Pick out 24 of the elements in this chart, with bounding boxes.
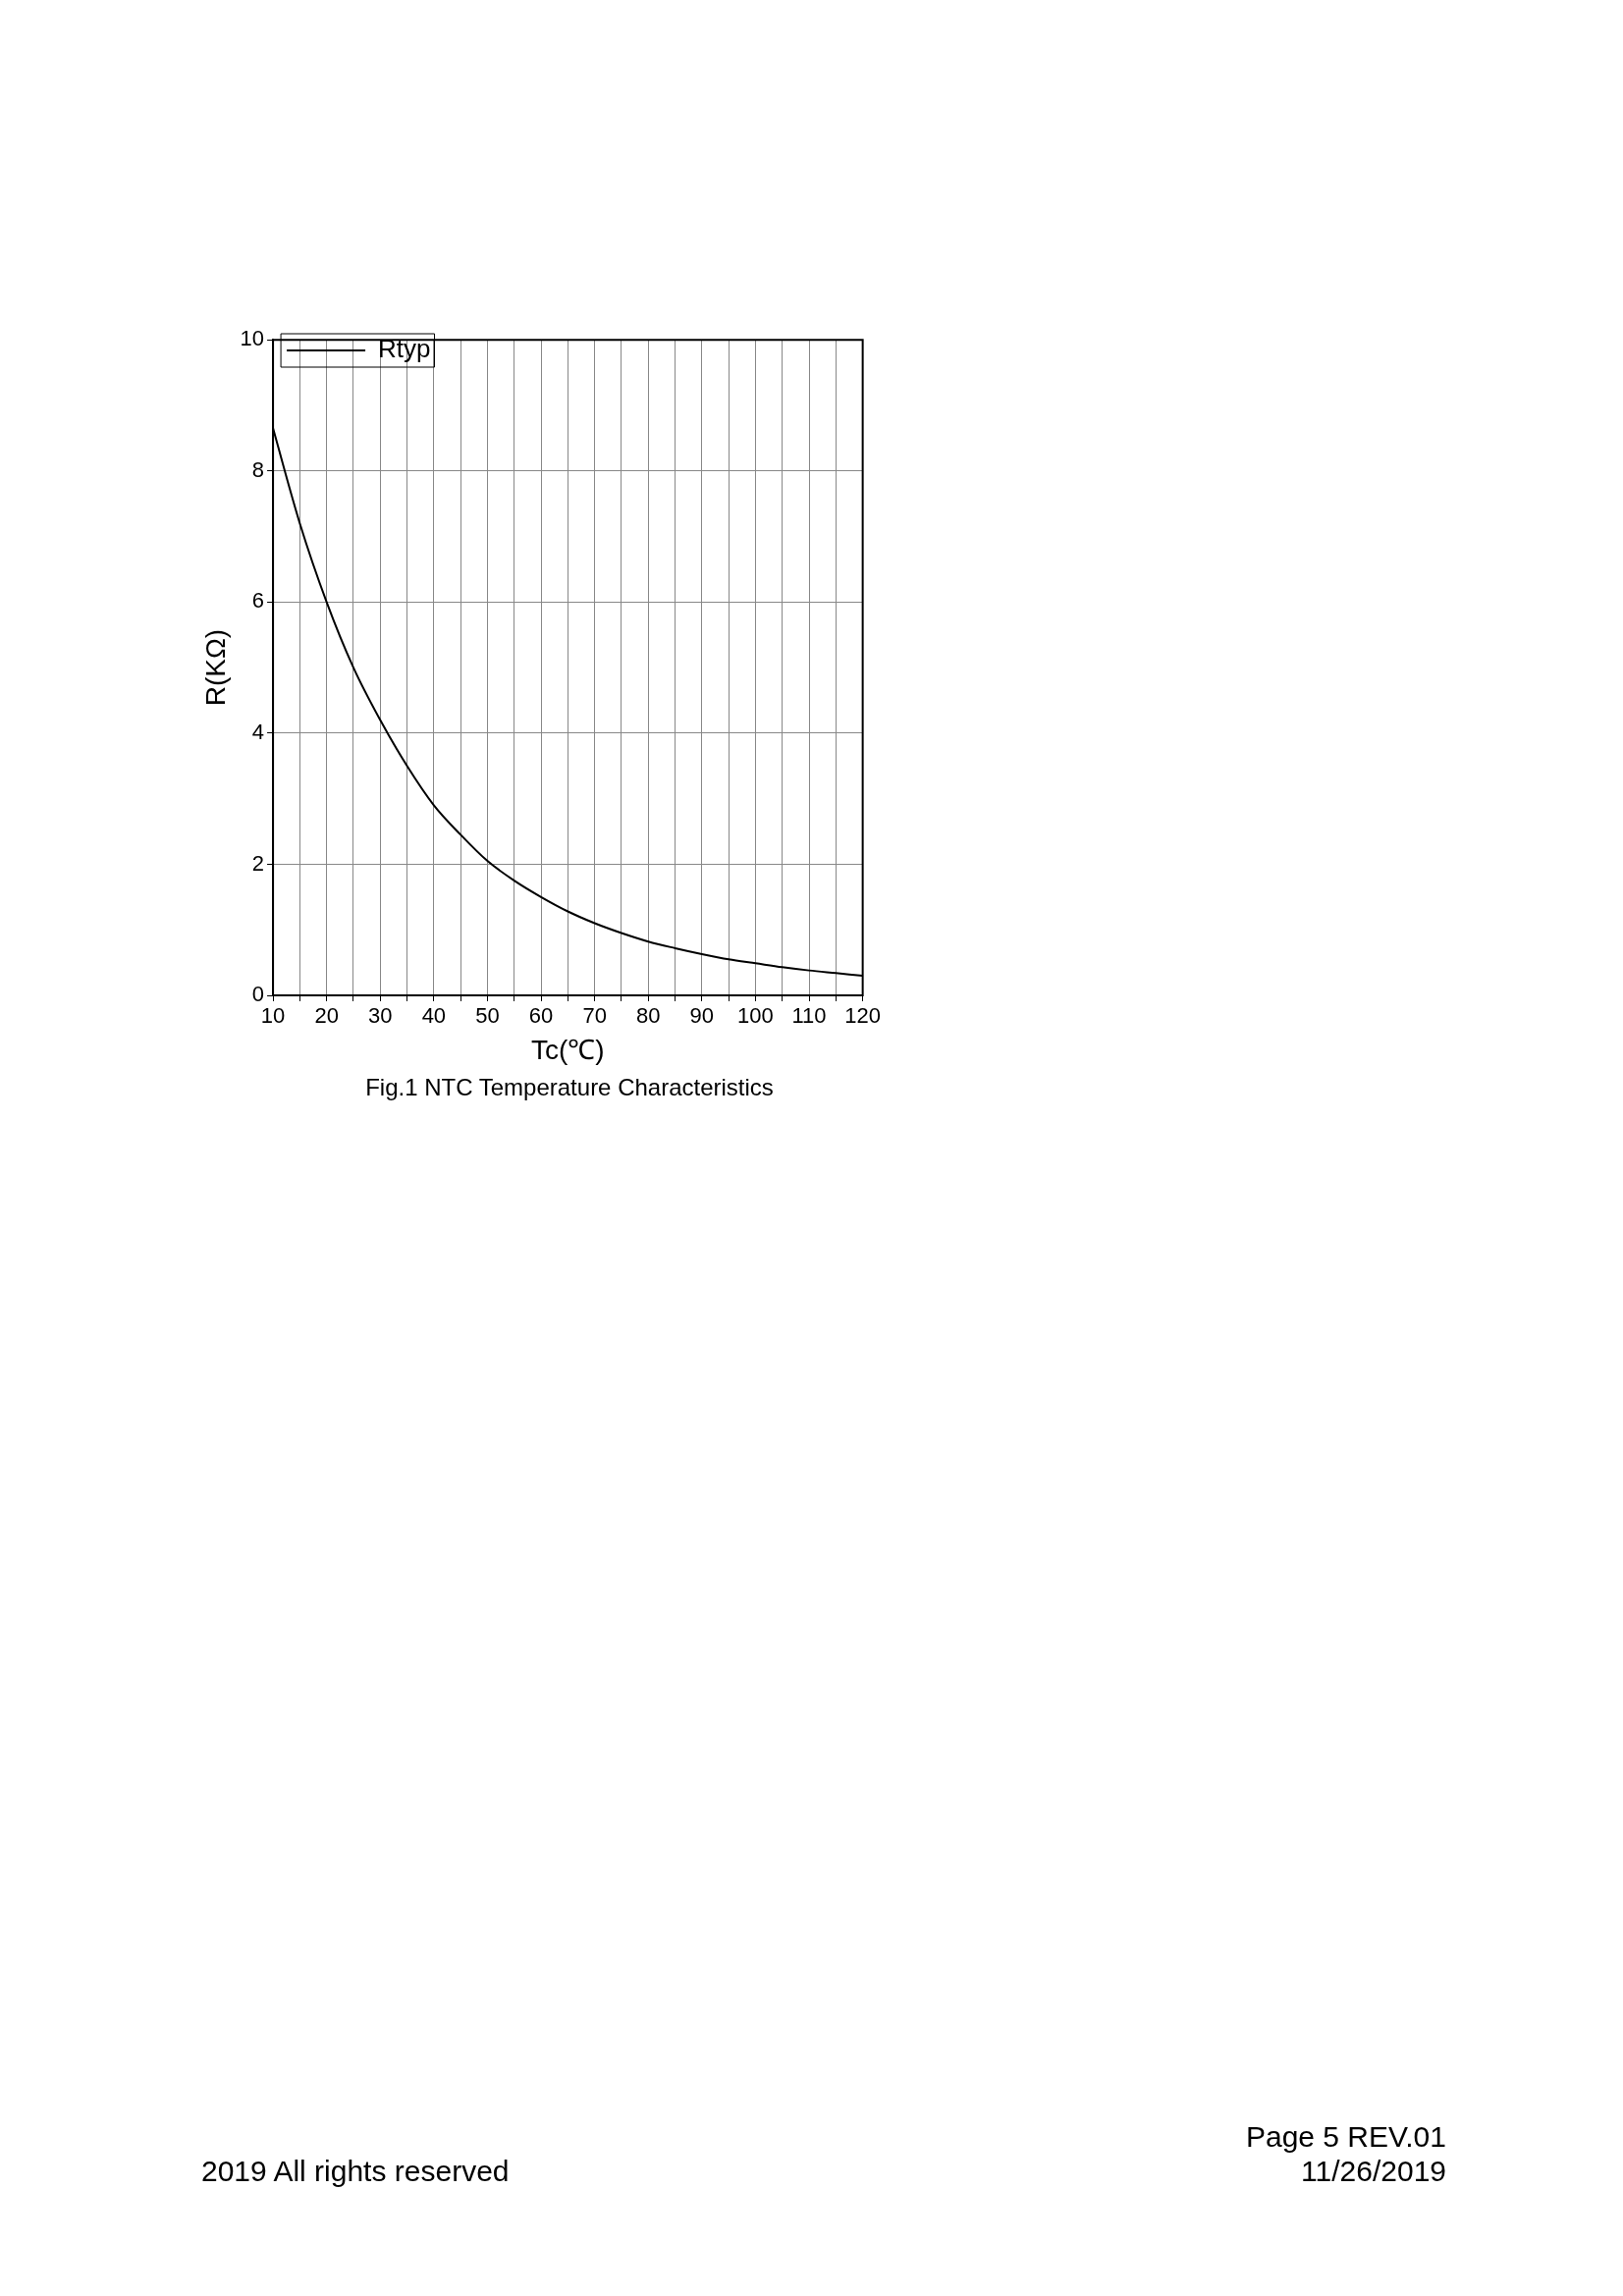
x-tick-label: 30 (368, 1003, 393, 1029)
x-tick-label: 90 (689, 1003, 715, 1029)
x-tick-label: 50 (475, 1003, 500, 1029)
y-tick-label: 6 (251, 588, 265, 614)
x-tick-label: 120 (844, 1003, 882, 1029)
y-tick-label: 0 (251, 982, 265, 1007)
y-tick-label: 8 (251, 456, 265, 482)
x-tick-label: 70 (582, 1003, 607, 1029)
x-tick-label: 20 (314, 1003, 339, 1029)
y-tick-label: 10 (240, 326, 265, 351)
legend-label: Rtyp (378, 334, 431, 364)
x-tick-label: 80 (636, 1003, 661, 1029)
x-axis-title: Tc(℃) (531, 1034, 605, 1065)
y-tick-label: 2 (251, 850, 265, 876)
x-tick-label: 40 (421, 1003, 447, 1029)
x-tick-label: 110 (791, 1003, 827, 1029)
x-tick-label: 100 (737, 1003, 774, 1029)
text: 11/26/2019 (1301, 2155, 1446, 2188)
text: Fig.1 NTC Temperature Characteristics (364, 1074, 775, 1101)
x-tick-label: 60 (528, 1003, 554, 1029)
text: 2019 All rights reserved (201, 2155, 510, 2188)
y-axis-title: R(KΩ) (199, 628, 231, 707)
text: Page 5 REV.01 (1245, 2120, 1446, 2154)
y-tick-label: 4 (251, 719, 265, 744)
